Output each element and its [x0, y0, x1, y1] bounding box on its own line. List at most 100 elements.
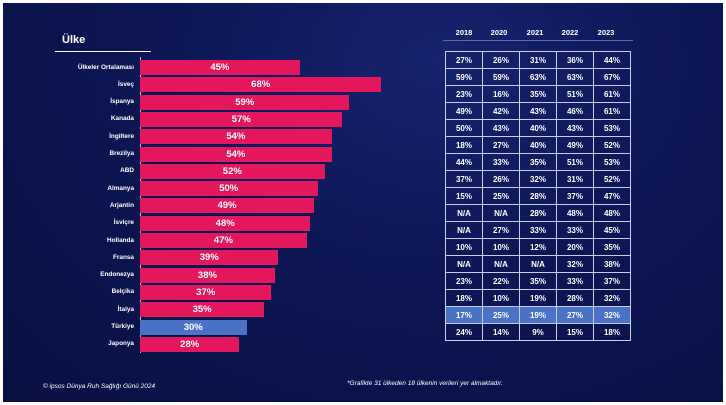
country-label: Brezilya — [109, 150, 134, 157]
table-cell: 43% — [482, 119, 520, 137]
table-row: N/A N/A 28% 48% 48% — [445, 204, 631, 222]
table-cell: 37% — [593, 272, 631, 290]
table-cell: 35% — [519, 272, 557, 290]
table-row: N/A N/A N/A 32% 38% — [445, 255, 631, 273]
bar-value-label: 68% — [251, 79, 271, 91]
table-row: 24% 14% 9% 15% 18% — [445, 323, 631, 341]
year-header-divider — [443, 40, 633, 41]
table-cell: N/A — [519, 255, 557, 273]
bar-value-label: 45% — [210, 62, 230, 73]
table-row: 59% 59% 63% 63% 67% — [445, 68, 631, 86]
table-cell: 10% — [445, 238, 483, 256]
table-cell: 35% — [593, 238, 631, 256]
yearly-data-table: 27% 26% 31% 36% 44% 59% 59% 63% 63% 67% 23% 16% 35% 5… — [445, 51, 631, 341]
bar — [140, 302, 265, 318]
source-footnote: © ipsos Dünya Ruh Sağlığı Günü 2024 — [43, 383, 156, 390]
table-cell: 45% — [593, 221, 631, 239]
table-cell: 25% — [482, 187, 520, 205]
table-cell: 31% — [556, 170, 594, 188]
table-cell: 22% — [482, 272, 520, 290]
bar — [140, 94, 350, 110]
table-cell: 40% — [519, 136, 557, 154]
bar — [140, 215, 311, 231]
bar — [140, 77, 382, 93]
table-cell: 18% — [593, 323, 631, 341]
table-row: N/A 27% 33% 33% 45% — [445, 221, 631, 239]
table-cell: 23% — [445, 85, 483, 103]
table-cell: 63% — [556, 68, 594, 86]
table-cell: 37% — [556, 187, 594, 205]
table-cell: 26% — [482, 51, 520, 69]
bar — [140, 267, 275, 283]
country-label: Belçika — [111, 288, 134, 296]
table-cell: 51% — [556, 153, 594, 171]
table-cell: 42% — [482, 102, 520, 120]
bar-highlighted — [140, 319, 247, 335]
table-cell: 33% — [556, 272, 594, 290]
table-cell: 15% — [445, 187, 483, 205]
table-cell: 23% — [445, 272, 483, 290]
table-row: 27% 26% 31% 36% 44% — [445, 51, 631, 69]
table-cell: 28% — [519, 187, 557, 205]
table-cell: 50% — [445, 119, 483, 137]
table-row: 23% 22% 35% 33% 37% — [445, 272, 631, 290]
table-cell: 32% — [593, 289, 631, 307]
table-cell: 61% — [593, 102, 631, 120]
bar-value-label: 52% — [222, 165, 242, 177]
bar-value-label: 38% — [197, 269, 217, 281]
country-label: Ülkeler Ortalaması — [77, 63, 134, 71]
table-cell: 27% — [482, 221, 520, 239]
table-cell: 26% — [482, 170, 520, 188]
country-column-header: Ülke — [62, 34, 86, 46]
table-cell: 24% — [445, 323, 483, 341]
bar — [140, 60, 300, 75]
table-cell: 18% — [445, 289, 483, 307]
table-cell: 49% — [556, 136, 594, 154]
table-cell: 53% — [593, 153, 631, 171]
table-cell: 25% — [482, 306, 520, 324]
table-cell: 12% — [519, 238, 557, 256]
bar-value-label: 59% — [235, 96, 255, 108]
table-cell: 27% — [445, 51, 483, 69]
bar-value-label: 50% — [219, 183, 239, 195]
bar-value-label: 30% — [183, 321, 203, 333]
table-cell: 46% — [556, 102, 594, 120]
table-row: 44% 33% 35% 51% 53% — [445, 153, 631, 171]
bar — [140, 181, 318, 197]
table-cell: 44% — [445, 153, 483, 171]
table-cell: 61% — [593, 85, 631, 103]
table-cell: 35% — [519, 85, 557, 103]
table-cell: 33% — [556, 221, 594, 239]
chart-note: *Grafikte 31 ülkeden 18 ülkenin verileri… — [347, 380, 503, 387]
table-cell: 17% — [445, 306, 483, 324]
table-cell: 32% — [519, 170, 557, 188]
year-header: 2021 — [526, 28, 544, 37]
country-label: Kanada — [110, 115, 134, 123]
table-cell: N/A — [445, 255, 483, 273]
table-cell: 14% — [482, 323, 520, 341]
bar — [140, 146, 332, 162]
country-label: Türkiye — [111, 323, 134, 330]
table-cell: 32% — [556, 255, 594, 273]
table-cell: 53% — [593, 119, 631, 137]
bar-value-label: 47% — [213, 235, 233, 246]
table-cell: 32% — [593, 306, 631, 324]
table-cell: N/A — [445, 204, 483, 222]
bar — [140, 284, 272, 300]
bar-value-label: 57% — [231, 113, 251, 125]
table-cell: 19% — [519, 306, 557, 324]
table-cell: 48% — [556, 204, 594, 222]
country-label: İtalya — [117, 305, 134, 313]
table-cell: 27% — [482, 136, 520, 154]
country-label: Fransa — [113, 253, 134, 261]
table-cell: 63% — [519, 68, 557, 86]
bar-value-label: 54% — [226, 131, 246, 143]
table-cell: 47% — [593, 187, 631, 205]
table-row: 10% 10% 12% 20% 35% — [445, 238, 631, 256]
table-cell: 19% — [519, 289, 557, 307]
bar-value-label: 39% — [199, 252, 219, 264]
table-cell: 20% — [556, 238, 594, 256]
table-cell: 43% — [556, 119, 594, 137]
table-row: 15% 25% 28% 37% 47% — [445, 187, 631, 205]
table-cell: 43% — [519, 102, 557, 120]
